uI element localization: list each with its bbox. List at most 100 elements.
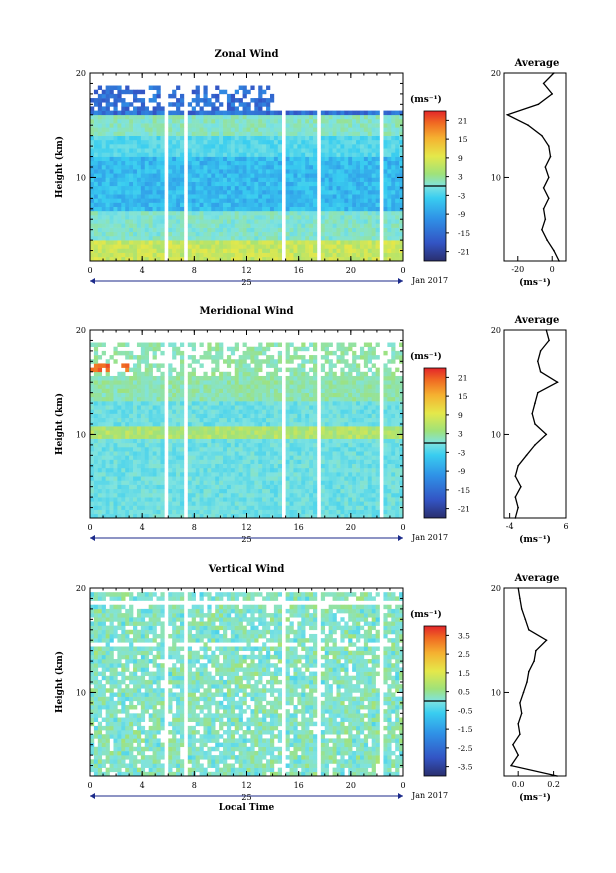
heatmap-cell <box>121 198 126 203</box>
heatmap-cell <box>199 118 204 124</box>
heatmap-cell <box>277 501 283 506</box>
heatmap-cell <box>293 227 298 233</box>
heatmap-cell <box>387 231 392 237</box>
heatmap-cell <box>125 421 130 427</box>
heatmap-cell <box>144 438 149 444</box>
heatmap-cell <box>172 430 177 435</box>
heatmap-cell <box>136 426 142 431</box>
heatmap-cell <box>179 492 185 498</box>
heatmap-cell <box>320 210 326 216</box>
heatmap-cell <box>242 438 247 444</box>
heatmap-cell <box>129 451 134 456</box>
heatmap-cell <box>230 438 236 444</box>
heatmap-cell <box>309 152 314 157</box>
heatmap-cell <box>101 160 106 166</box>
heatmap-cell <box>320 472 326 477</box>
heatmap-cell <box>289 472 294 477</box>
heatmap-cell <box>313 409 318 414</box>
heatmap-cell <box>90 513 95 519</box>
heatmap-cell <box>117 438 122 444</box>
heatmap-cell <box>101 430 106 435</box>
heatmap-cell <box>289 114 294 120</box>
heatmap-cell <box>195 177 200 182</box>
heatmap-cell <box>179 430 185 435</box>
heatmap-cell <box>246 480 251 485</box>
heatmap-cell <box>179 417 185 423</box>
heatmap-cell <box>238 463 243 469</box>
heatmap-cell <box>226 123 232 128</box>
heatmap-cell <box>187 492 193 498</box>
heatmap-cell <box>179 484 185 490</box>
heatmap-cell <box>309 210 314 216</box>
heatmap-cell <box>156 426 161 431</box>
heatmap-cell <box>226 127 232 132</box>
heatmap-cell <box>97 114 103 120</box>
heatmap-cell <box>191 426 196 431</box>
heatmap-cell <box>179 177 185 182</box>
heatmap-cell <box>258 223 263 228</box>
heatmap-cell <box>301 501 306 506</box>
heatmap-cell <box>133 210 138 216</box>
heatmap-cell <box>297 169 302 174</box>
heatmap-cell <box>324 240 329 245</box>
heatmap-cell <box>332 413 337 419</box>
heatmap-cell <box>262 181 267 187</box>
heatmap-cell <box>195 451 200 456</box>
heatmap-cell <box>269 501 275 506</box>
heatmap-cell <box>187 181 193 187</box>
heatmap-cell <box>195 244 200 249</box>
heatmap-cell <box>371 164 376 170</box>
heatmap-cell <box>293 451 298 456</box>
heatmap-cell <box>211 194 216 199</box>
heatmap-cell <box>313 118 318 124</box>
heatmap-cell <box>391 488 396 494</box>
heatmap-cell <box>336 256 341 262</box>
heatmap-cell <box>152 231 157 237</box>
heatmap-cell <box>187 102 193 107</box>
heatmap-cell <box>211 156 216 162</box>
heatmap-cell <box>97 417 103 423</box>
heatmap-cell <box>133 89 138 95</box>
heatmap-cell <box>93 434 99 439</box>
heatmap-cell <box>336 177 341 182</box>
heatmap-cell <box>258 135 263 141</box>
heatmap-cell <box>285 135 290 141</box>
heatmap-cell <box>238 442 243 448</box>
heatmap-cell <box>266 244 271 249</box>
heatmap-cell <box>121 177 126 182</box>
heatmap-cell <box>125 501 130 506</box>
heatmap-cell <box>160 177 165 182</box>
heatmap-cell <box>101 492 106 498</box>
heatmap-cell <box>179 148 185 153</box>
heatmap-cell <box>113 413 118 419</box>
heatmap-cell <box>359 227 365 233</box>
heatmap-cell <box>129 219 134 224</box>
heatmap-cell <box>105 160 110 166</box>
heatmap-cell <box>328 509 333 515</box>
heatmap-cell <box>328 240 333 245</box>
heatmap-cell <box>371 223 376 228</box>
heatmap-cell <box>301 244 306 249</box>
heatmap-cell <box>324 219 329 224</box>
heatmap-cell <box>144 164 149 170</box>
heatmap-cell <box>160 430 165 435</box>
heatmap-cell <box>324 206 329 212</box>
heatmap-cell <box>309 505 314 510</box>
heatmap-cell <box>367 484 372 490</box>
heatmap-cell <box>367 430 372 435</box>
heatmap-cell <box>176 417 181 423</box>
heatmap-cell <box>359 177 365 182</box>
heatmap-cell <box>375 123 380 128</box>
heatmap-cell <box>140 244 146 249</box>
heatmap-cell <box>109 202 114 207</box>
heatmap-cell <box>340 139 345 145</box>
heatmap-cell <box>117 219 122 224</box>
heatmap-cell <box>273 488 279 494</box>
heatmap-cell <box>211 160 216 166</box>
heatmap-cell <box>140 405 146 410</box>
heatmap-cell <box>195 89 200 95</box>
heatmap-cell <box>101 202 106 207</box>
heatmap-cell <box>176 244 181 249</box>
heatmap-cell <box>391 235 396 241</box>
heatmap-cell <box>148 484 153 490</box>
